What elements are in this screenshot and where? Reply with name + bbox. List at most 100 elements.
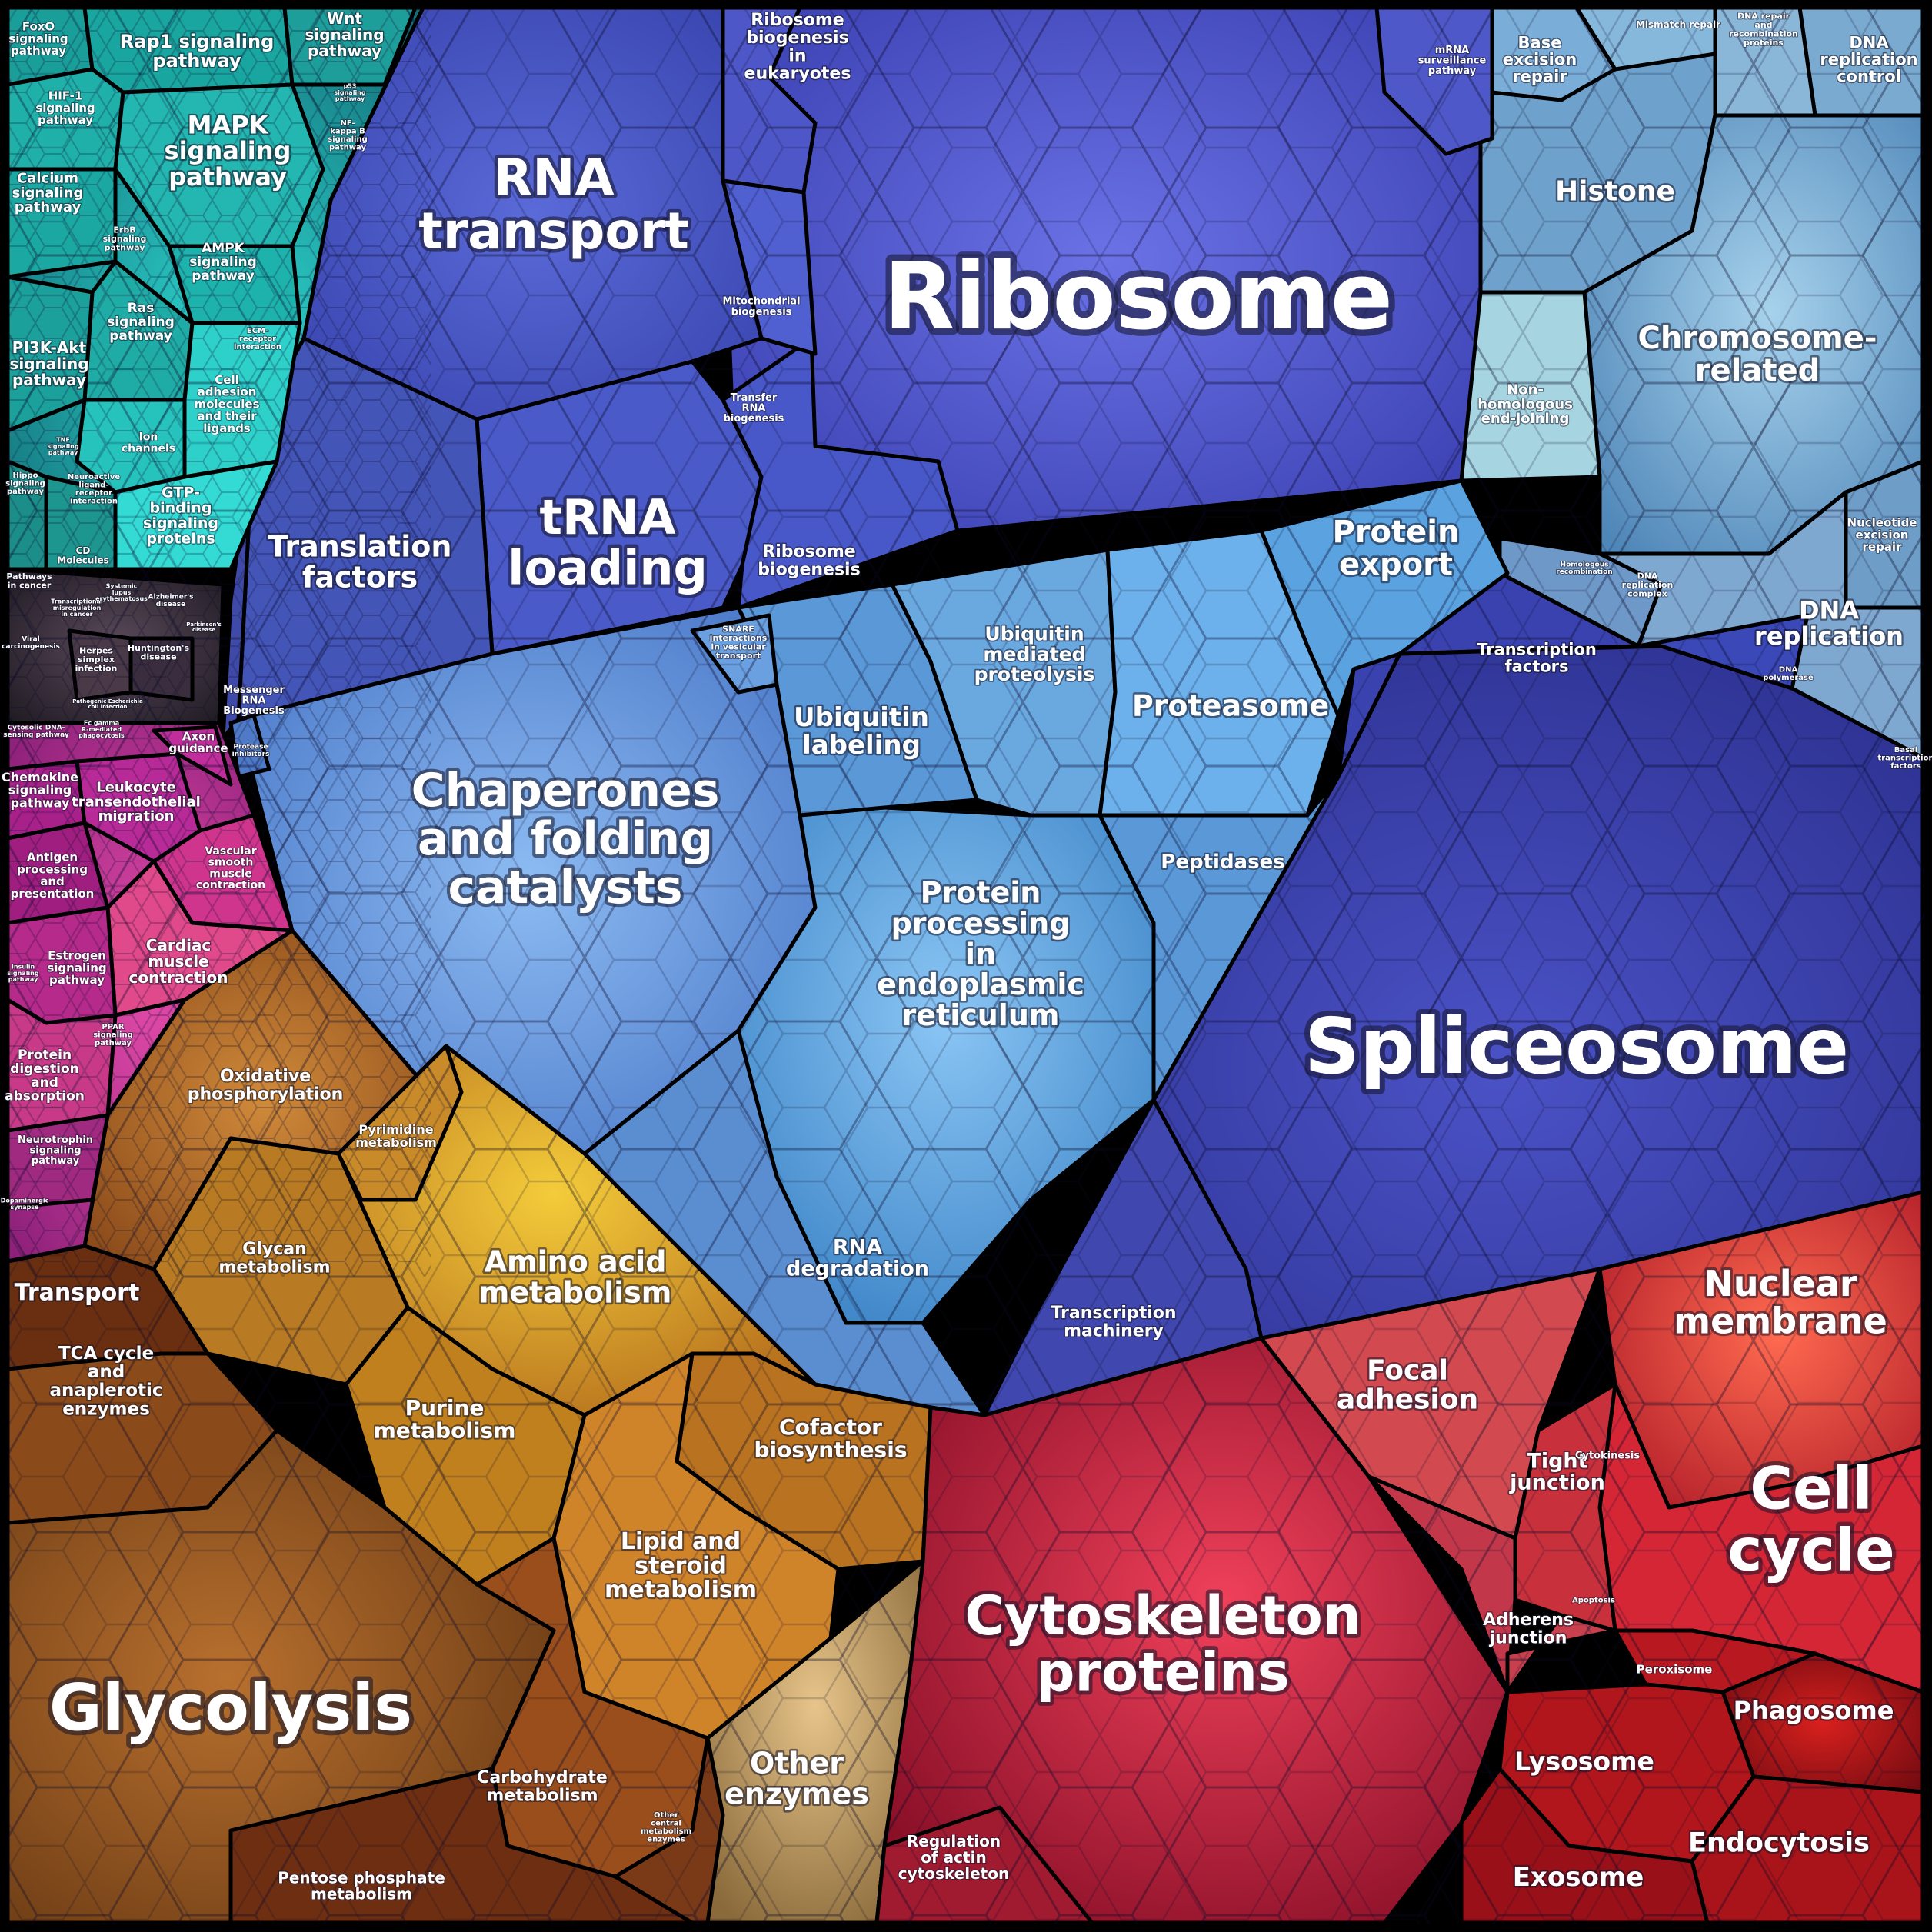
label-line: transcription bbox=[1877, 754, 1932, 763]
label-glycolysis: Glycolysis bbox=[49, 1670, 412, 1745]
label-line: phosphorylation bbox=[188, 1084, 344, 1104]
label-apoptosis: Apoptosis bbox=[1572, 1597, 1615, 1605]
label-line: Phagosome bbox=[1734, 1696, 1894, 1725]
label-line: mediated bbox=[983, 643, 1085, 665]
label-line: Nucleotide bbox=[1847, 516, 1917, 530]
label-nucleotide-excision-repair: Nucleotide excision repair bbox=[1847, 516, 1917, 555]
label-line: signaling bbox=[143, 515, 218, 532]
label-line: degradation bbox=[786, 1257, 929, 1281]
label-herpes: Herpes simplex infection bbox=[75, 645, 118, 673]
label-leukocyte: Leukocyte transendothelial migration bbox=[72, 779, 201, 824]
label-parkinson: Parkinson's disease bbox=[186, 621, 221, 633]
label-line: and bbox=[1754, 20, 1772, 30]
label-line: excision bbox=[1856, 528, 1909, 541]
label-line: p53 bbox=[344, 82, 357, 89]
label-transcription-machinery: Transcription machinery bbox=[1051, 1304, 1176, 1341]
label-line: Transport bbox=[15, 1280, 140, 1307]
label-line: Pathogenic Escherichia bbox=[72, 698, 143, 705]
label-line: inhibitors bbox=[232, 751, 270, 758]
label-axon-guidance: Axon guidance bbox=[168, 729, 228, 755]
label-line: kappa B bbox=[330, 127, 365, 135]
label-line: absorption bbox=[5, 1089, 85, 1104]
label-line: disease bbox=[156, 601, 186, 608]
label-line: RNA bbox=[742, 403, 766, 415]
label-line: transendothelial bbox=[72, 794, 201, 810]
label-line: related bbox=[1695, 353, 1820, 388]
label-line: factors bbox=[302, 560, 418, 594]
label-lipid-steroid: Lipid and steroid metabolism bbox=[605, 1528, 757, 1604]
label-protein-processing-er: Protein processing in endoplasmic reticulum bbox=[877, 876, 1084, 1033]
label-huntington: Huntington's disease bbox=[128, 643, 190, 662]
label-antigen: Antigen processing and presentation bbox=[11, 851, 95, 901]
label-line: muscle bbox=[148, 952, 208, 971]
label-oxidative-phosphorylation: Oxidative phosphorylation bbox=[188, 1067, 344, 1104]
label-line: TNF bbox=[56, 436, 70, 443]
label-line: Cytosolic DNA- bbox=[8, 724, 65, 731]
label-endocytosis: Endocytosis bbox=[1688, 1827, 1870, 1858]
label-insulin: Insulin signaling pathway bbox=[7, 963, 39, 983]
label-tight-junction: Tight junction bbox=[1509, 1449, 1605, 1494]
label-other-enzymes: Other enzymes bbox=[724, 1746, 869, 1810]
label-dopaminergic: Dopaminergic synapse bbox=[1, 1198, 49, 1211]
label-line: interaction bbox=[234, 343, 281, 351]
label-chemokine: Chemokine signaling pathway bbox=[2, 770, 78, 811]
label-line: Purine bbox=[405, 1395, 485, 1421]
label-transcription-factors: Transcription factors bbox=[1477, 640, 1597, 675]
label-alzheimer: Alzheimer's disease bbox=[148, 593, 194, 608]
label-line: signaling bbox=[7, 970, 39, 977]
label-dna-polymerase: DNA polymerase bbox=[1763, 665, 1814, 682]
label-line: Calcium bbox=[17, 170, 78, 186]
label-line: signaling bbox=[5, 480, 45, 488]
label-line: metabolism bbox=[218, 1257, 330, 1277]
label-line: migration bbox=[98, 808, 175, 824]
label-line: Translation bbox=[268, 529, 452, 563]
label-line: Estrogen bbox=[48, 949, 106, 963]
label-line: Amino acid bbox=[485, 1244, 667, 1278]
label-line: Proteasome bbox=[1132, 688, 1329, 722]
label-erbb: ErbB signaling pathway bbox=[103, 225, 147, 252]
label-cardiac-muscle: Cardiac muscle contraction bbox=[128, 936, 228, 987]
label-line: Non- bbox=[1507, 381, 1544, 398]
label-line: smooth bbox=[208, 857, 254, 869]
label-line: Transcriptional bbox=[51, 598, 103, 605]
label-line: Base bbox=[1518, 33, 1562, 52]
label-line: signaling bbox=[12, 185, 84, 201]
label-line: molecules bbox=[194, 397, 259, 411]
label-line: Wnt bbox=[327, 9, 362, 28]
label-line: Chromosome- bbox=[1638, 321, 1877, 356]
label-line: biogenesis bbox=[724, 413, 784, 425]
label-line: replication bbox=[1622, 580, 1674, 590]
label-line: adhesion bbox=[1337, 1384, 1478, 1416]
label-line: signaling bbox=[47, 443, 79, 450]
label-hippo: Hippo signaling pathway bbox=[5, 471, 45, 496]
label-line: ECM- bbox=[247, 327, 268, 335]
label-lysosome: Lysosome bbox=[1514, 1747, 1654, 1777]
label-line: disease bbox=[140, 652, 176, 662]
label-line: Exosome bbox=[1513, 1862, 1644, 1893]
label-line: complex bbox=[1627, 588, 1667, 598]
label-line: DNA repair bbox=[1737, 12, 1790, 22]
label-line: in vesicular bbox=[711, 642, 766, 652]
label-line: adhesion bbox=[198, 385, 257, 399]
label-line: pathway bbox=[1428, 65, 1477, 77]
label-homologous-recombination: Homologous recombination bbox=[1556, 561, 1612, 575]
label-line: replication bbox=[1754, 621, 1904, 651]
label-purine: Purine metabolism bbox=[374, 1395, 516, 1443]
label-dna-replication: DNA replication bbox=[1754, 595, 1904, 651]
label-line: in bbox=[788, 46, 806, 65]
label-line: pathway bbox=[49, 973, 105, 987]
label-line: and bbox=[88, 1362, 125, 1382]
label-line: Axon bbox=[182, 729, 215, 743]
label-line: Systemic bbox=[106, 582, 138, 589]
label-line: junction bbox=[1489, 1628, 1567, 1647]
label-line: Tight bbox=[1527, 1449, 1587, 1473]
label-line: cycle bbox=[1727, 1516, 1894, 1584]
label-adherens-junction: Adherens junction bbox=[1483, 1611, 1574, 1647]
label-line: Carbohydrate bbox=[477, 1768, 608, 1787]
label-translation-factors: Translation factors bbox=[268, 529, 452, 594]
label-line: synapse bbox=[11, 1204, 40, 1211]
label-line: CD bbox=[76, 545, 91, 556]
label-line: ligand- bbox=[78, 481, 108, 489]
label-line: and their bbox=[197, 409, 257, 423]
